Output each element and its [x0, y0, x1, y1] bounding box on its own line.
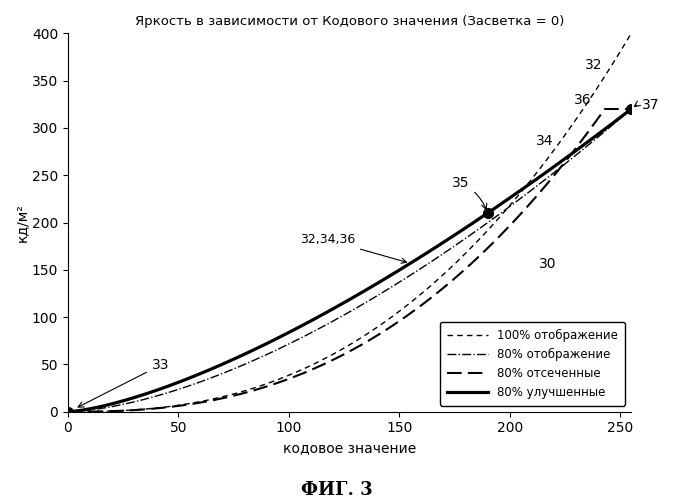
Line: 100% отображение: 100% отображение — [68, 34, 632, 412]
80% отсеченные — [64, 408, 72, 414]
100% отображение — [92, 408, 100, 414]
80% улучшенные — [611, 118, 619, 124]
80% улучшенные — [338, 301, 346, 307]
Text: 35: 35 — [452, 176, 487, 210]
Line: 80% улучшенные: 80% улучшенные — [68, 109, 632, 412]
Text: 34: 34 — [537, 134, 554, 148]
Line: 80% отображение: 80% отображение — [68, 109, 632, 412]
100% отображение — [627, 30, 636, 36]
80% отображение — [611, 120, 619, 126]
80% улучшенные — [508, 194, 516, 200]
100% отображение — [611, 57, 619, 63]
80% отсеченные — [338, 352, 346, 358]
Legend: 100% отображение, 80% отображение, 80% отсеченные, 80% улучшенные: 100% отображение, 80% отображение, 80% о… — [439, 322, 625, 406]
Text: 32: 32 — [585, 58, 603, 72]
100% отображение — [64, 408, 72, 414]
Y-axis label: кд/м²: кд/м² — [15, 203, 29, 242]
Text: 36: 36 — [574, 94, 592, 108]
Text: 37: 37 — [634, 98, 660, 112]
80% отсеченные — [611, 106, 619, 112]
Text: ФИГ. 3: ФИГ. 3 — [301, 481, 373, 499]
80% улучшенные — [611, 118, 619, 124]
100% отображение — [323, 354, 331, 360]
Text: 30: 30 — [539, 257, 556, 271]
80% отображение — [338, 313, 346, 319]
80% улучшенные — [627, 106, 636, 112]
80% отображение — [627, 106, 636, 112]
Text: 32,34,36: 32,34,36 — [300, 234, 406, 264]
80% отображение — [92, 406, 100, 412]
100% отображение — [611, 58, 619, 64]
80% отсеченные — [627, 106, 636, 112]
80% отсеченные — [508, 221, 516, 227]
80% отсеченные — [323, 360, 331, 366]
100% отображение — [338, 346, 346, 352]
80% улучшенные — [92, 404, 100, 410]
X-axis label: кодовое значение: кодовое значение — [283, 441, 416, 455]
80% улучшенные — [64, 408, 72, 414]
Line: 80% отсеченные: 80% отсеченные — [68, 109, 632, 412]
Title: Яркость в зависимости от Кодового значения (Засветка = 0): Яркость в зависимости от Кодового значен… — [135, 15, 564, 28]
80% отсеченные — [601, 106, 609, 112]
Text: 33: 33 — [78, 358, 169, 407]
80% отображение — [64, 408, 72, 414]
80% отображение — [508, 202, 516, 208]
80% отображение — [611, 120, 619, 126]
80% отсеченные — [611, 106, 619, 112]
80% отображение — [323, 322, 331, 328]
80% улучшенные — [323, 309, 331, 315]
100% отображение — [508, 200, 516, 206]
80% отсеченные — [92, 408, 100, 414]
